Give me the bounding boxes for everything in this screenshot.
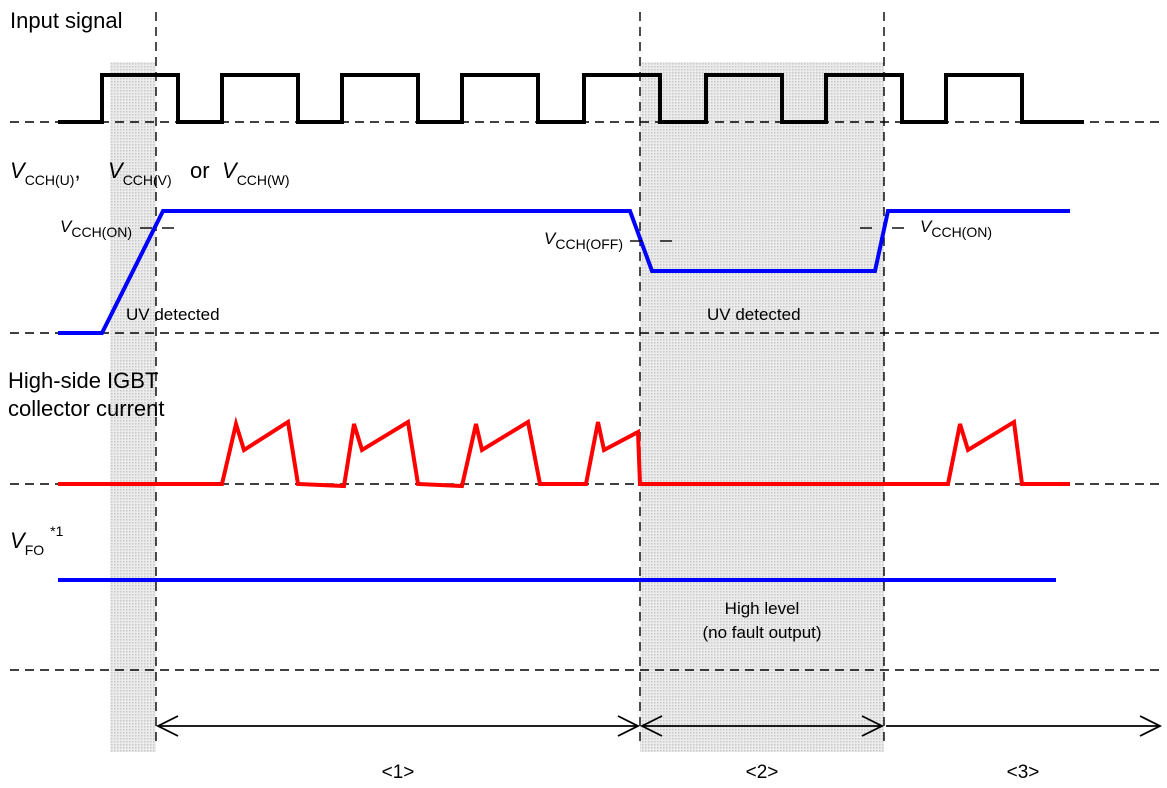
collector-current-waveform (58, 416, 1070, 489)
phase-dividers (155, 12, 885, 742)
high-level-label-line2: (no fault output) (702, 623, 821, 642)
vcch-on-label-1: VCCH(ON) (60, 217, 132, 240)
igbt-current-label-line1: High-side IGBT (8, 368, 158, 393)
input-signal-waveform (58, 73, 1084, 124)
phase-label-2: <2> (746, 762, 779, 783)
vcch-on-label-2: VCCH(ON) (920, 217, 992, 240)
input-signal-label: Input signal (10, 8, 123, 33)
phase-arrows (155, 715, 1163, 737)
vcch-label: VCCH(U), VCCH(V) or VCCH(W) (10, 158, 290, 188)
uv-region-1 (110, 62, 156, 752)
vcch-threshold-markers (140, 227, 904, 242)
svg-text:or: or (190, 158, 210, 183)
vcch-off-label: VCCH(OFF) (544, 229, 623, 252)
dashed-baselines (10, 121, 1160, 671)
svg-text:VCCH(U),: VCCH(U), (10, 158, 81, 188)
uv-detected-label-2: UV detected (707, 305, 801, 324)
high-level-label-line1: High level (725, 599, 800, 618)
vfo-label: VFO*1 (10, 523, 64, 558)
phase-label-1: <1> (382, 762, 415, 783)
svg-text:VCCH(W): VCCH(W) (222, 158, 290, 188)
svg-text:VCCH(V): VCCH(V) (108, 158, 172, 188)
igbt-current-label-line2: collector current (8, 396, 165, 421)
phase-label-3: <3> (1007, 762, 1040, 783)
uv-detected-label-1: UV detected (126, 305, 220, 324)
uv-region-2 (640, 62, 884, 752)
